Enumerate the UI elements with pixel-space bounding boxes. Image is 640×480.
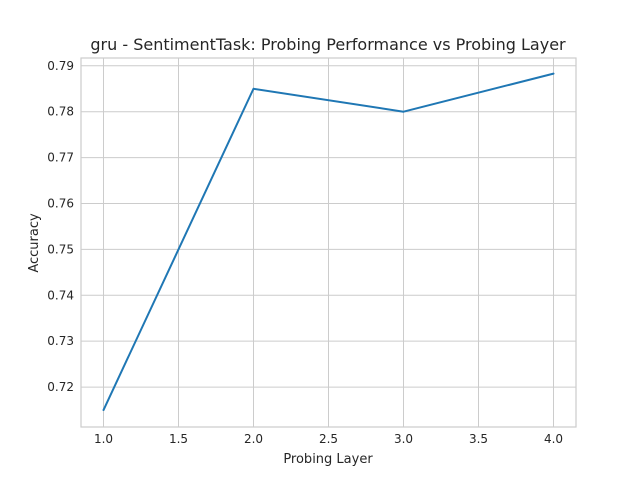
series-layer — [102, 72, 555, 412]
x-tick-label: 1.0 — [94, 432, 113, 446]
y-tick-label: 0.72 — [47, 380, 74, 394]
x-tick-label: 3.0 — [394, 432, 413, 446]
y-tick-label: 0.73 — [47, 334, 74, 348]
x-tick-labels: 1.0 1.5 2.0 2.5 3.0 3.5 4.0 — [94, 432, 563, 446]
x-axis-label: Probing Layer — [283, 452, 373, 467]
y-tick-label: 0.75 — [47, 242, 74, 256]
series-line — [102, 72, 555, 412]
x-tick-label: 4.0 — [544, 432, 563, 446]
grid-lines — [81, 58, 576, 427]
x-tick-label: 2.5 — [319, 432, 338, 446]
y-tick-labels: 0.72 0.73 0.74 0.75 0.76 0.77 0.78 0.79 — [47, 59, 74, 394]
y-tick-label: 0.79 — [47, 59, 74, 73]
y-tick-label: 0.78 — [47, 105, 74, 119]
y-tick-label: 0.74 — [47, 288, 74, 302]
y-axis-label: Accuracy — [27, 213, 42, 273]
y-tick-label: 0.77 — [47, 151, 74, 165]
plot-frame — [80, 57, 577, 428]
x-tick-label: 2.0 — [244, 432, 263, 446]
chart-title: gru - SentimentTask: Probing Performance… — [90, 35, 566, 54]
y-tick-label: 0.76 — [47, 196, 74, 210]
x-tick-label: 1.5 — [169, 432, 188, 446]
x-tick-label: 3.5 — [469, 432, 488, 446]
